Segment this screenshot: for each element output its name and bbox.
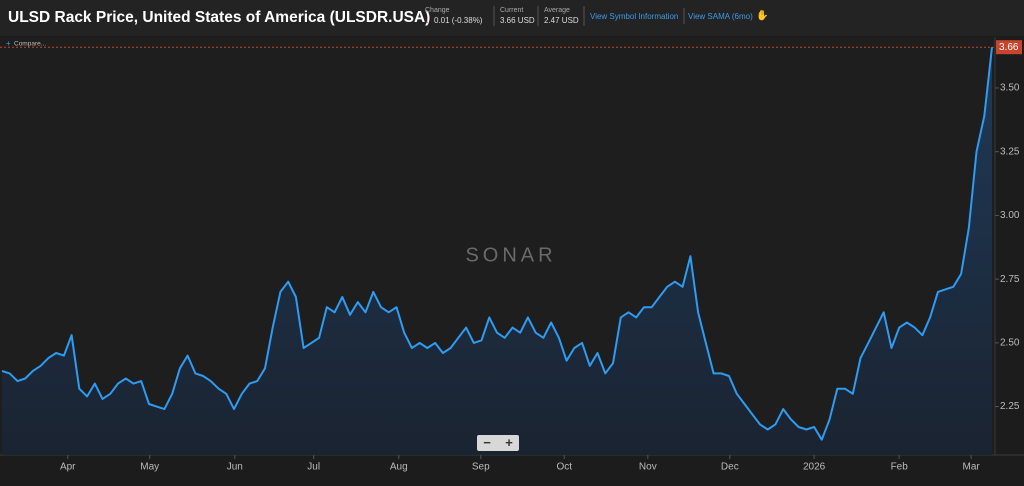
x-tick-label: May: [140, 462, 159, 473]
x-tick-label: Jun: [227, 462, 243, 473]
link[interactable]: View SAMA (6mo): [688, 12, 753, 21]
change-value: 0.01 (-0.38%): [434, 16, 483, 25]
zoom-in[interactable]: +: [505, 435, 513, 450]
y-tick-label: 2.25: [1000, 401, 1020, 412]
header-bar: [0, 0, 1024, 36]
x-tick-label: Mar: [963, 462, 981, 473]
average-value: 2.47 USD: [544, 16, 579, 25]
area: [2, 47, 992, 455]
watermark: SONAR: [465, 244, 556, 266]
average-label: Average: [544, 7, 570, 14]
y-tick-label: 3.25: [1000, 146, 1020, 157]
x-tick-label: Feb: [891, 462, 909, 473]
compare[interactable]: Compare...: [14, 41, 46, 48]
current-value: 3.66 USD: [500, 16, 535, 25]
down-arrow: ↓: [425, 16, 429, 25]
y-tick-label: 3.50: [1000, 83, 1020, 94]
link[interactable]: View Symbol Information: [590, 12, 678, 21]
icon: ✋: [756, 9, 768, 22]
x-tick-label: Nov: [639, 462, 657, 473]
change-label: Change: [425, 7, 450, 14]
x-tick-label: Aug: [390, 462, 408, 473]
x-tick-label: Dec: [721, 462, 739, 473]
x-tick-label: Apr: [60, 462, 76, 473]
x-tick-label: Sep: [472, 462, 490, 473]
y-tick-label: 2.50: [1000, 337, 1020, 348]
y-tick-label: 3.00: [1000, 210, 1020, 221]
title: ULSD Rack Price, United States of Americ…: [8, 9, 430, 26]
last-value-box: [996, 40, 1022, 55]
line: [1, 47, 993, 441]
zoom-controls: [477, 435, 519, 451]
last-value-label: 3.66: [999, 42, 1019, 53]
y-tick-label: 2.75: [1000, 274, 1020, 285]
x-tick-label: Oct: [557, 462, 573, 473]
compare-plus[interactable]: +: [6, 39, 11, 48]
current-label: Current: [500, 7, 523, 14]
x-tick-label: Jul: [307, 462, 320, 473]
x-tick-label: 2026: [803, 462, 826, 473]
zoom-out[interactable]: −: [483, 435, 491, 450]
